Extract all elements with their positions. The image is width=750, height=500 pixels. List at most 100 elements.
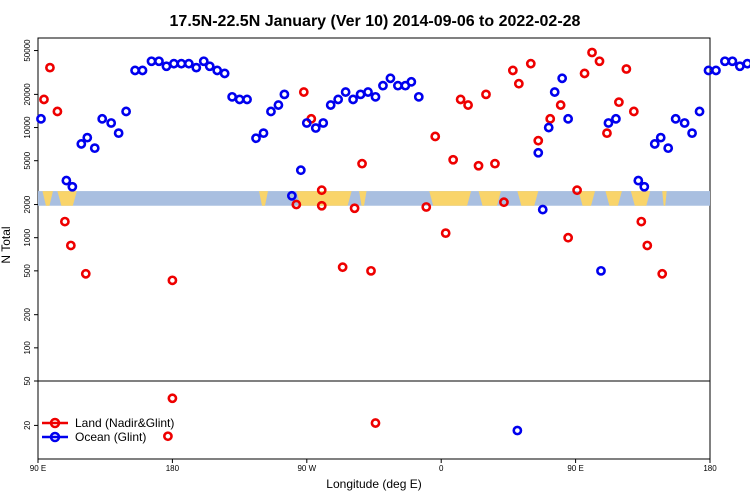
ocean-point (67, 181, 78, 192)
land-point (657, 268, 668, 279)
ocean-point (340, 87, 351, 97)
ocean-point (251, 133, 261, 144)
ocean-point (89, 143, 100, 154)
land-point (163, 431, 173, 442)
legend-ocean-label: Ocean (Glint) (75, 430, 146, 444)
y-axis-ticks: 50 100 200 500 1000 2000 5000 10000 20000 50000 20 (23, 39, 38, 430)
ocean-point (234, 94, 245, 105)
land-point (430, 131, 441, 142)
ocean-point (168, 58, 179, 69)
land-point (473, 160, 484, 171)
band-land-segment (578, 191, 596, 206)
legend-land-marker (49, 417, 61, 429)
ocean-point (734, 61, 745, 72)
land-point (167, 393, 178, 404)
x-tick-label: 90 E (567, 464, 583, 473)
land-point (45, 62, 55, 73)
ocean-point (82, 132, 93, 143)
land-point (298, 87, 309, 97)
x-axis-label: Longitude (deg E) (326, 477, 421, 491)
ocean-point (392, 80, 403, 91)
land-point (39, 94, 49, 105)
ocean-point (655, 132, 666, 143)
ocean-point (603, 118, 614, 128)
y-tick-label: 50 (23, 376, 32, 385)
chart-title: 17.5N-22.5N January (Ver 10) 2014-09-06 … (170, 13, 581, 30)
land-point (594, 56, 605, 67)
ocean-point (258, 128, 269, 139)
land-point (52, 106, 63, 117)
band-land-segment (42, 191, 53, 206)
land-point (507, 65, 518, 76)
y-tick-label: 20000 (23, 83, 32, 106)
ocean-point (549, 87, 560, 97)
ocean-point (370, 91, 381, 102)
land-point (167, 275, 178, 286)
land-point (481, 89, 491, 100)
ocean-point (727, 56, 738, 67)
land-point (642, 240, 653, 251)
band-ocean (38, 191, 710, 206)
ocean-point (295, 165, 306, 176)
ocean-point (742, 58, 750, 69)
y-tick-label: 100 (23, 341, 32, 355)
land-point (291, 199, 302, 210)
x-tick-label: 0 (439, 464, 444, 473)
land-point (59, 216, 70, 227)
land-point (499, 197, 509, 208)
ocean-point (36, 113, 46, 124)
x-tick-label: 180 (166, 464, 180, 473)
ocean-point (279, 89, 290, 100)
ocean-point (227, 91, 238, 102)
ocean-series (36, 56, 750, 436)
y-tick-label: 500 (23, 264, 32, 278)
surface-band (38, 191, 710, 206)
ocean-point (679, 118, 690, 128)
land-point (628, 106, 639, 117)
ocean-point (533, 147, 544, 158)
ocean-point (76, 139, 87, 149)
ocean-point (286, 190, 297, 201)
y-tick-label: 20 (23, 420, 32, 429)
land-point (545, 113, 556, 124)
ocean-point (212, 65, 223, 76)
ocean-point (639, 181, 650, 192)
land-point (337, 262, 348, 273)
x-tick-label: 180 (703, 464, 717, 473)
ocean-point (146, 56, 157, 67)
ocean-point (703, 65, 714, 76)
ocean-point (310, 123, 321, 133)
band-land-segment (605, 191, 622, 206)
y-tick-label: 200 (23, 307, 32, 321)
ocean-point (121, 106, 132, 117)
land-point (572, 185, 582, 196)
ocean-point (348, 94, 358, 105)
legend: Land (Nadir&Glint) Ocean (Glint) (42, 416, 174, 444)
ocean-point (333, 94, 344, 105)
ocean-point (191, 62, 202, 73)
land-point (513, 78, 524, 89)
land-point (525, 58, 536, 69)
land-point (421, 202, 432, 212)
y-tick-label: 2000 (23, 195, 32, 213)
band-land-segment (359, 191, 367, 206)
x-axis-ticks: 90 E 180 90 W 0 90 E 180 (30, 459, 717, 473)
land-point (614, 97, 624, 108)
ocean-point (563, 113, 574, 124)
ocean-point (385, 73, 396, 84)
ocean-point (663, 143, 674, 154)
band-land-segment (478, 191, 501, 206)
ocean-point (266, 106, 276, 117)
land-point (370, 418, 381, 428)
land-point (80, 268, 91, 279)
ocean-point (537, 204, 548, 215)
ocean-point (406, 76, 417, 87)
ocean-point (97, 113, 108, 124)
y-axis-label: N Total (0, 226, 13, 263)
ocean-point (106, 118, 117, 128)
ocean-point (183, 58, 194, 69)
ocean-point (154, 56, 164, 67)
land-point (463, 100, 473, 110)
land-point (636, 216, 647, 227)
